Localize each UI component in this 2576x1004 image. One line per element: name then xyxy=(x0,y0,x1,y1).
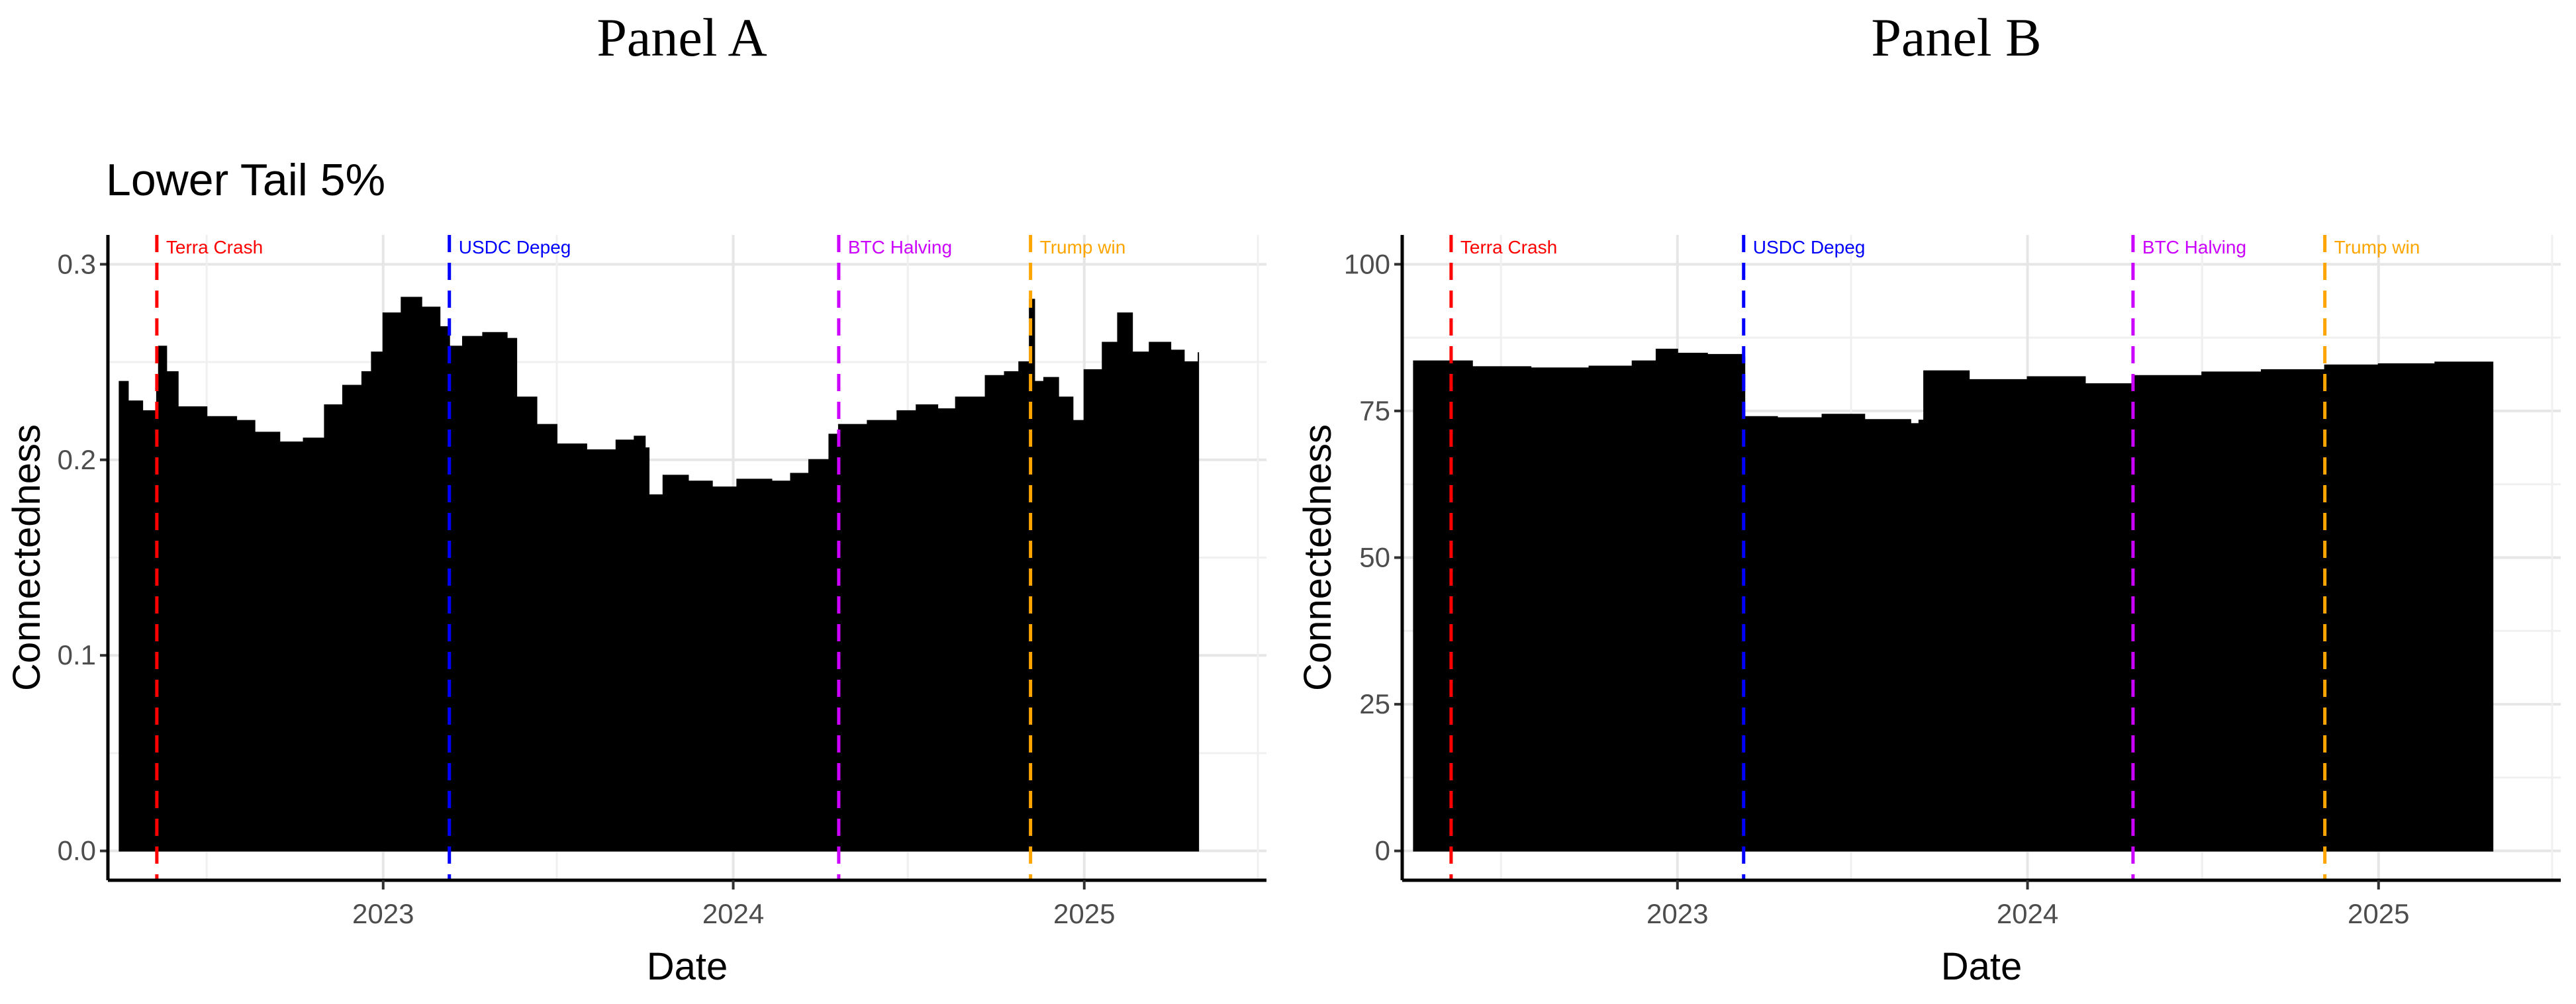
x-tick-label: 2024 xyxy=(1997,898,2058,929)
event-label: Trump win xyxy=(1040,237,1126,257)
x-axis-title: Date xyxy=(647,945,728,988)
y-tick-label: 0 xyxy=(1375,835,1390,866)
event-label: Terra Crash xyxy=(166,237,263,257)
panel-a-title: Panel A xyxy=(596,7,767,68)
x-tick-label: 2025 xyxy=(2348,898,2409,929)
chart-panel-b: 0 25 50 75 100 Terra Crash USDC Depeg BTC Halvi… xyxy=(1296,235,2561,988)
connectedness-area xyxy=(119,297,1200,852)
event-label: USDC Depeg xyxy=(1753,237,1866,257)
chart-panel-a: 0.0 0.1 0.2 0.3 Terra Crash USDC Depeg BTC Hal… xyxy=(5,155,1266,988)
event-label: BTC Halving xyxy=(2142,237,2246,257)
event-label: Trump win xyxy=(2334,237,2420,257)
event-label: USDC Depeg xyxy=(459,237,571,257)
y-tick-label: 0.1 xyxy=(58,639,96,670)
x-tick-label: 2024 xyxy=(702,898,764,929)
y-axis-title: Connectedness xyxy=(5,424,48,691)
chart-subtitle: Lower Tail 5% xyxy=(106,155,385,205)
y-tick-label: 100 xyxy=(1344,248,1390,279)
connectedness-area xyxy=(1413,348,2494,852)
event-label: BTC Halving xyxy=(848,237,952,257)
y-tick-label: 25 xyxy=(1359,688,1390,719)
y-tick-label: 50 xyxy=(1359,542,1390,573)
y-tick-label: 0.3 xyxy=(58,248,96,279)
y-tick-label: 0.0 xyxy=(58,835,96,866)
x-tick-label: 2025 xyxy=(1053,898,1115,929)
x-tick-label: 2023 xyxy=(1646,898,1708,929)
y-tick-label: 75 xyxy=(1359,395,1390,426)
x-axis-title: Date xyxy=(1941,945,2023,988)
event-label: Terra Crash xyxy=(1460,237,1557,257)
y-tick-label: 0.2 xyxy=(58,444,96,475)
y-axis-title: Connectedness xyxy=(1296,424,1339,691)
panel-b-title: Panel B xyxy=(1871,7,2042,68)
x-tick-label: 2023 xyxy=(352,898,414,929)
